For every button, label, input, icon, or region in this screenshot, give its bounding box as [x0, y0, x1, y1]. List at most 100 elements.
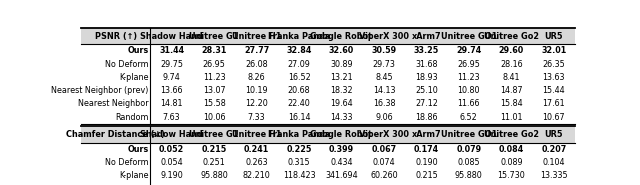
Text: Unitree GO1: Unitree GO1 — [441, 32, 497, 41]
Text: 16.14: 16.14 — [288, 113, 310, 122]
Text: 26.35: 26.35 — [543, 60, 565, 69]
Text: 11.66: 11.66 — [458, 99, 480, 108]
Text: Franka Panda: Franka Panda — [268, 32, 330, 41]
Text: 20.68: 20.68 — [288, 86, 310, 95]
Text: 14.13: 14.13 — [372, 86, 395, 95]
Text: Unitree GO1: Unitree GO1 — [441, 130, 497, 139]
Text: 0.074: 0.074 — [372, 158, 396, 167]
Text: 0.251: 0.251 — [203, 158, 225, 167]
Text: 12.20: 12.20 — [245, 99, 268, 108]
Text: 26.95: 26.95 — [458, 60, 480, 69]
Text: UR5: UR5 — [545, 32, 563, 41]
Text: 0.225: 0.225 — [286, 145, 312, 154]
Text: 32.01: 32.01 — [541, 46, 566, 55]
Text: Unitree G1: Unitree G1 — [189, 32, 239, 41]
Text: 27.09: 27.09 — [287, 60, 310, 69]
Text: 14.81: 14.81 — [161, 99, 183, 108]
Text: 8.45: 8.45 — [375, 73, 393, 82]
Text: UR5: UR5 — [545, 130, 563, 139]
Text: 26.08: 26.08 — [245, 60, 268, 69]
Text: 18.86: 18.86 — [415, 113, 438, 122]
Text: 60.260: 60.260 — [370, 171, 398, 180]
Text: 32.84: 32.84 — [286, 46, 312, 55]
Text: 0.215: 0.215 — [415, 171, 438, 180]
Text: 31.68: 31.68 — [415, 60, 438, 69]
Text: 11.23: 11.23 — [203, 73, 225, 82]
Text: 18.93: 18.93 — [415, 73, 438, 82]
Text: 10.80: 10.80 — [458, 86, 480, 95]
Text: 15.58: 15.58 — [203, 99, 225, 108]
Text: 0.085: 0.085 — [458, 158, 480, 167]
Text: 341.694: 341.694 — [325, 171, 358, 180]
Text: 16.52: 16.52 — [287, 73, 310, 82]
Text: 95.880: 95.880 — [455, 171, 483, 180]
Text: 14.33: 14.33 — [330, 113, 353, 122]
Text: Google Robot: Google Robot — [310, 130, 372, 139]
Text: Google Robot: Google Robot — [310, 32, 372, 41]
Text: Nearest Neighbor: Nearest Neighbor — [78, 99, 148, 108]
Text: 0.399: 0.399 — [329, 145, 354, 154]
Text: 13.63: 13.63 — [543, 73, 565, 82]
Text: 10.67: 10.67 — [543, 113, 565, 122]
Text: 29.73: 29.73 — [372, 60, 396, 69]
Text: 11.01: 11.01 — [500, 113, 523, 122]
Text: 9.74: 9.74 — [163, 73, 180, 82]
Text: 10.19: 10.19 — [245, 86, 268, 95]
Text: 31.44: 31.44 — [159, 46, 184, 55]
Text: 0.089: 0.089 — [500, 158, 523, 167]
Text: 10.06: 10.06 — [203, 113, 225, 122]
Bar — [81, 126, 575, 143]
Text: 16.38: 16.38 — [372, 99, 395, 108]
Text: Shadow Hand: Shadow Hand — [140, 32, 203, 41]
Text: 0.079: 0.079 — [456, 145, 481, 154]
Text: Ours: Ours — [127, 46, 148, 55]
Text: 8.41: 8.41 — [502, 73, 520, 82]
Text: Unitree G1: Unitree G1 — [189, 130, 239, 139]
Text: 9.190: 9.190 — [160, 171, 183, 180]
Text: Chamfer Distance (↓): Chamfer Distance (↓) — [67, 130, 165, 139]
Text: 32.60: 32.60 — [329, 46, 354, 55]
Text: 15.730: 15.730 — [497, 171, 525, 180]
Text: 6.52: 6.52 — [460, 113, 477, 122]
Text: 0.434: 0.434 — [330, 158, 353, 167]
Text: 27.12: 27.12 — [415, 99, 438, 108]
Text: 29.74: 29.74 — [456, 46, 481, 55]
Text: 8.26: 8.26 — [248, 73, 266, 82]
Text: Random: Random — [115, 113, 148, 122]
Text: K-plane: K-plane — [119, 73, 148, 82]
Bar — [81, 28, 575, 44]
Text: 11.23: 11.23 — [458, 73, 480, 82]
Text: 0.315: 0.315 — [288, 158, 310, 167]
Text: 22.40: 22.40 — [287, 99, 310, 108]
Text: 27.77: 27.77 — [244, 46, 269, 55]
Text: 14.87: 14.87 — [500, 86, 523, 95]
Text: 30.59: 30.59 — [371, 46, 397, 55]
Text: 15.84: 15.84 — [500, 99, 523, 108]
Text: No Deform: No Deform — [105, 158, 148, 167]
Text: No Deform: No Deform — [105, 60, 148, 69]
Text: 13.21: 13.21 — [330, 73, 353, 82]
Text: 0.263: 0.263 — [245, 158, 268, 167]
Text: 0.067: 0.067 — [371, 145, 397, 154]
Text: Franka Panda: Franka Panda — [268, 130, 330, 139]
Text: 0.104: 0.104 — [543, 158, 565, 167]
Text: Nearest Neighbor (prev): Nearest Neighbor (prev) — [51, 86, 148, 95]
Text: 28.16: 28.16 — [500, 60, 523, 69]
Text: Unitree Go2: Unitree Go2 — [484, 130, 539, 139]
Text: 95.880: 95.880 — [200, 171, 228, 180]
Text: 29.60: 29.60 — [499, 46, 524, 55]
Text: K-plane: K-plane — [119, 171, 148, 180]
Text: ViperX 300: ViperX 300 — [359, 130, 409, 139]
Text: 9.06: 9.06 — [375, 113, 393, 122]
Text: ViperX 300: ViperX 300 — [359, 32, 409, 41]
Text: 0.084: 0.084 — [499, 145, 524, 154]
Text: 118.423: 118.423 — [283, 171, 316, 180]
Text: 26.95: 26.95 — [203, 60, 225, 69]
Text: 13.335: 13.335 — [540, 171, 568, 180]
Text: 0.190: 0.190 — [415, 158, 438, 167]
Text: 0.052: 0.052 — [159, 145, 184, 154]
Text: Unitree H1: Unitree H1 — [232, 32, 281, 41]
Text: 0.207: 0.207 — [541, 145, 566, 154]
Text: 0.215: 0.215 — [202, 145, 227, 154]
Text: 15.44: 15.44 — [543, 86, 565, 95]
